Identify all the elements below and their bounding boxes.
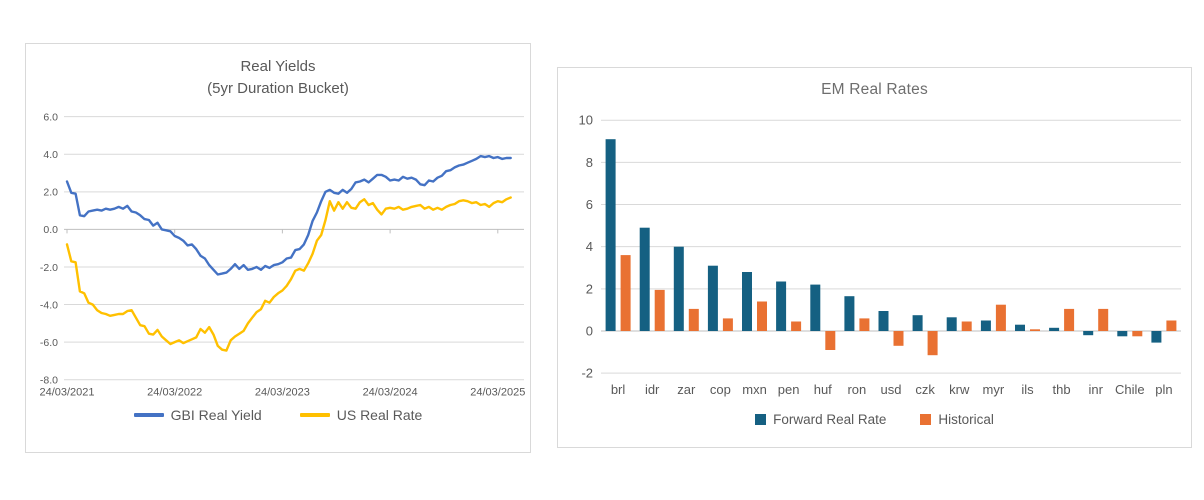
bar-usd-forward-real-rate [878,311,889,331]
y-axis-tick-label: 4 [586,239,593,254]
x-axis-category-label: cop [710,382,731,397]
y-axis-tick-label: -2 [581,366,593,381]
legend-label: GBI Real Yield [170,407,262,423]
real-yields-chart-card: Real Yields (5yr Duration Bucket) 6.0 4.0… [25,43,531,453]
legend-label: US Real Rate [336,407,423,423]
x-axis-category-label: zar [677,382,696,397]
y-axis-tick-label: -2.0 [40,262,58,274]
y-axis-tick-label: 4.0 [43,149,58,161]
legend-item-gbi-real-yield: GBI Real Yield [133,407,262,423]
bar-czk-forward-real-rate [912,315,923,331]
em-real-rates-legend: Forward Real Rate Historical [558,412,1191,427]
legend-label: Forward Real Rate [773,412,887,427]
bar-Chile-forward-real-rate [1117,331,1128,337]
y-axis-tick-label: 6.0 [43,111,58,123]
x-axis-category-label: myr [983,382,1005,397]
bar-pln-historical [1166,320,1177,331]
x-axis-tick-label: 24/03/2022 [147,387,202,399]
bar-myr-forward-real-rate [980,320,991,331]
legend-item-historical: Historical [920,412,994,427]
bar-huf-forward-real-rate [810,284,821,331]
bar-pen-historical [791,321,802,331]
line-series-gbi-real-yield [65,154,512,276]
legend-label: Historical [938,412,994,427]
line-series-us-real-rate [65,196,512,352]
x-axis-tick-label: 24/03/2025 [470,387,525,399]
y-axis-tick-label: 2 [586,281,593,296]
x-axis-category-label: inr [1088,382,1103,397]
legend-item-forward-real-rate: Forward Real Rate [755,412,886,427]
chart-title-line-2: (5yr Duration Bucket) [207,80,349,97]
real-yields-legend: GBI Real Yield US Real Rate [26,407,530,423]
legend-square-swatch [755,414,767,425]
em-real-rates-chart-card: EM Real Rates 10 8 6 4 2 0 -2 brl idr zar cop mxn pe… [557,67,1192,448]
bar-ils-forward-real-rate [1015,324,1025,331]
x-axis-category-label: Chile [1115,382,1145,397]
legend-line-swatch [299,413,330,417]
bar-myr-historical [995,304,1006,331]
y-axis-tick-label: -4.0 [40,299,58,311]
x-axis-category-label: krw [949,382,970,397]
x-axis-category-label: usd [881,382,902,397]
bar-ils-historical [1030,329,1040,331]
x-axis-category-label: thb [1053,382,1071,397]
bar-idr-forward-real-rate [639,227,650,331]
em-real-rates-chart-title: EM Real Rates [821,81,928,98]
bar-brl-historical [620,255,631,331]
bar-cop-forward-real-rate [707,265,718,331]
bar-krw-historical [961,321,972,331]
bar-mxn-historical [757,301,767,331]
bar-krw-forward-real-rate [946,317,957,331]
bar-czk-historical [927,331,938,356]
bar-cop-historical [722,318,733,331]
y-axis-tick-label: -6.0 [40,337,58,349]
x-axis-tick-label: 24/03/2023 [255,387,310,399]
bar-thb-historical [1064,308,1075,331]
y-axis-tick-label: -8.0 [40,375,58,387]
bar-Chile-historical [1132,331,1143,337]
bar-mxn-forward-real-rate [742,272,752,331]
x-axis-category-label: czk [915,382,935,397]
real-yields-line-plot: 6.0 4.0 2.0 0.0 -2.0 -4.0 -6.0 -8.024/03/2021 24… [39,111,525,399]
bar-inr-forward-real-rate [1083,331,1094,336]
bar-inr-historical [1098,308,1109,331]
y-axis-tick-label: 6 [586,197,593,212]
x-axis-category-label: ils [1021,382,1034,397]
y-axis-tick-label: 10 [579,113,593,128]
bar-pln-forward-real-rate [1151,331,1162,343]
bar-thb-forward-real-rate [1049,327,1060,331]
bar-idr-historical [654,289,665,331]
bar-zar-historical [688,308,699,331]
y-axis-tick-label: 0 [586,324,593,339]
y-axis-tick-label: 8 [586,155,593,170]
bar-huf-historical [825,331,836,350]
bar-brl-forward-real-rate [605,139,616,331]
bar-usd-historical [893,331,904,346]
x-axis-category-label: brl [611,382,626,397]
x-axis-category-label: pen [778,382,800,397]
x-axis-category-label: pln [1155,382,1172,397]
legend-line-swatch [133,413,164,417]
x-axis-category-label: idr [645,382,660,397]
x-axis-category-label: ron [847,382,866,397]
x-axis-category-label: mxn [742,382,767,397]
x-axis-tick-label: 24/03/2021 [39,387,94,399]
chart-title-line-1: Real Yields [240,58,316,75]
bar-zar-forward-real-rate [673,246,684,331]
y-axis-tick-label: 0.0 [43,224,58,236]
real-yields-chart-title: Real Yields (5yr Duration Bucket) [26,56,530,100]
bar-ron-historical [859,318,870,331]
legend-square-swatch [920,414,932,425]
em-real-rates-bar-plot: 10 8 6 4 2 0 -2 brl idr zar cop mxn pen huf ron usd czk k… [579,113,1181,397]
x-axis-category-label: huf [814,382,832,397]
bar-pen-forward-real-rate [776,281,787,331]
x-axis-tick-label: 24/03/2024 [363,387,418,399]
legend-item-us-real-rate: US Real Rate [299,407,423,423]
y-axis-tick-label: 2.0 [43,187,58,199]
bar-ron-forward-real-rate [844,296,855,331]
